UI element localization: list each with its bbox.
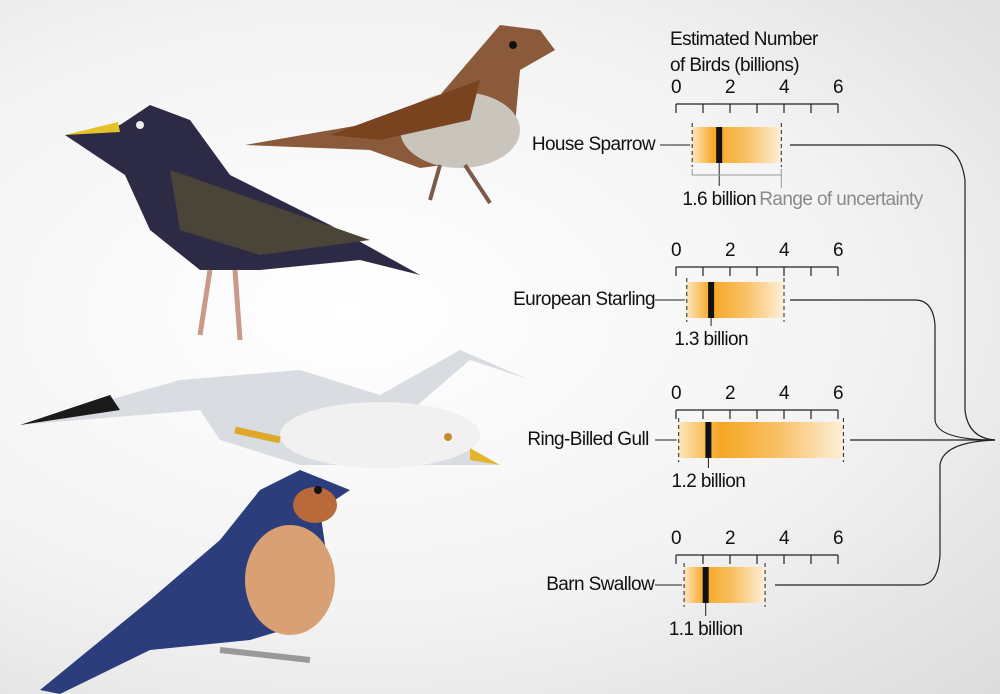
gull-illustration bbox=[20, 350, 530, 468]
x-tick-label: 6 bbox=[833, 77, 843, 98]
x-tick-label: 2 bbox=[725, 77, 735, 98]
x-tick-label: 0 bbox=[671, 240, 681, 261]
sparrow-illustration bbox=[245, 25, 555, 205]
connector bbox=[775, 439, 996, 586]
starling-illustration bbox=[65, 105, 420, 341]
connector bbox=[790, 299, 996, 441]
x-tick-label: 2 bbox=[725, 240, 735, 261]
value-label: 1.1 billion bbox=[669, 619, 743, 640]
estimate-marker bbox=[716, 127, 723, 163]
uncertainty-range bbox=[684, 567, 766, 603]
value-label: 1.6 billion bbox=[682, 189, 756, 210]
x-tick-label: 0 bbox=[671, 77, 681, 98]
chart-title: Estimated Number bbox=[670, 29, 819, 50]
estimate-marker bbox=[702, 567, 709, 603]
annotation: Range of uncertainty bbox=[759, 189, 923, 210]
uncertainty-range bbox=[692, 127, 782, 163]
x-tick-label: 4 bbox=[779, 383, 790, 404]
x-tick-label: 6 bbox=[833, 528, 843, 549]
range-bracket bbox=[691, 169, 782, 176]
x-tick-label: 4 bbox=[779, 528, 790, 549]
x-tick-label: 4 bbox=[779, 77, 790, 98]
x-tick-label: 2 bbox=[725, 528, 735, 549]
swallow-illustration bbox=[40, 470, 350, 694]
estimate-marker bbox=[705, 422, 712, 458]
category-label: European Starling bbox=[513, 289, 655, 310]
uncertainty-range bbox=[678, 422, 844, 458]
x-tick-label: 0 bbox=[671, 383, 681, 404]
value-label: 1.3 billion bbox=[674, 329, 748, 350]
estimate-marker bbox=[708, 282, 715, 318]
x-tick-label: 2 bbox=[725, 383, 735, 404]
x-tick-label: 4 bbox=[779, 240, 790, 261]
x-tick-label: 6 bbox=[833, 383, 843, 404]
chart-title: of Birds (billions) bbox=[670, 55, 799, 76]
category-label: House Sparrow bbox=[532, 134, 656, 155]
x-tick-label: 6 bbox=[833, 240, 843, 261]
uncertainty-range bbox=[686, 282, 784, 318]
connector bbox=[790, 144, 996, 441]
value-label: 1.2 billion bbox=[672, 471, 746, 492]
category-label: Barn Swallow bbox=[546, 574, 655, 595]
category-label: Ring-Billed Gull bbox=[527, 429, 648, 450]
x-tick-label: 0 bbox=[671, 528, 681, 549]
